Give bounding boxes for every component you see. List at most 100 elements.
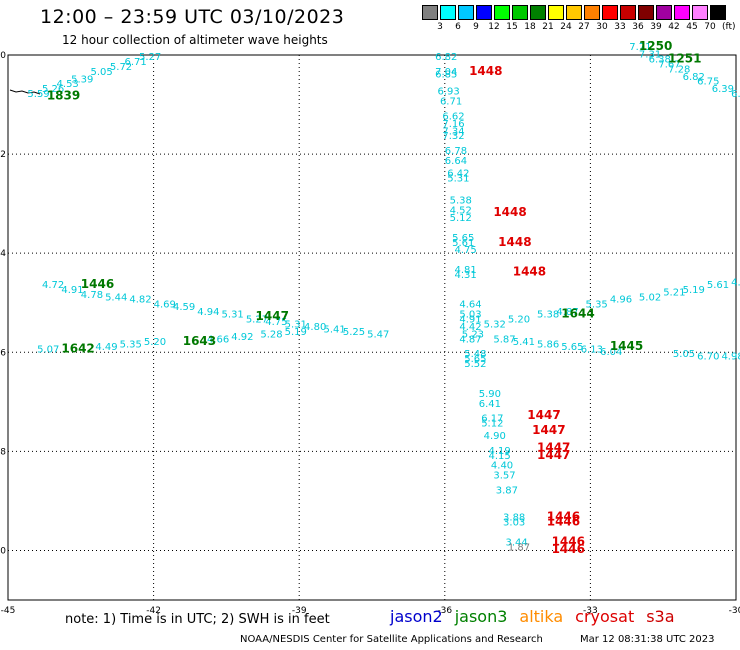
wave-height-value: 5.52: [464, 359, 486, 370]
color-scale-unit: (ft): [722, 22, 736, 32]
color-scale-label: 45: [686, 22, 698, 32]
latitude-label: -64: [0, 249, 6, 259]
wave-height-value: 5.39: [71, 74, 93, 85]
credit-date: Mar 12 08:31:38 UTC 2023: [580, 634, 715, 645]
color-scale-label: 12: [488, 22, 500, 32]
color-swatch: [692, 5, 708, 20]
color-scale-label: 9: [473, 22, 479, 32]
longitude-label: -45: [1, 606, 16, 616]
wave-height-value: 4.19: [488, 446, 510, 457]
wave-height-value: 7.32: [442, 131, 464, 142]
pass-time-label: 1447: [256, 309, 289, 323]
color-scale-label: 27: [578, 22, 590, 32]
legend-jason3: jason3: [454, 607, 508, 626]
wave-height-value: 6.75: [697, 77, 719, 88]
pass-time-label: 1448: [498, 235, 531, 249]
latitude-label: -66: [0, 348, 6, 358]
wave-height-value: 4.81: [455, 265, 477, 276]
pass-time-label: 1448: [469, 64, 502, 78]
wave-height-value: 4.90: [484, 431, 506, 442]
latitude-label: -60: [0, 51, 6, 61]
wave-height-value: 5.12: [481, 419, 503, 430]
pass-time-label: 1446: [547, 510, 580, 524]
pass-time-label: 1251: [668, 51, 701, 65]
longitude-label: -39: [292, 606, 307, 616]
wave-height-value: 5.35: [120, 339, 142, 350]
wave-height-value: 7.31: [639, 49, 661, 60]
wave-height-value: 5.41: [513, 337, 535, 348]
wave-height-value: 5.32: [484, 320, 506, 331]
legend-altika: altika: [519, 607, 564, 626]
longitude-label: -36: [437, 606, 452, 616]
pass-time-label: 1448: [493, 205, 526, 219]
pass-time-label: 1447: [537, 440, 570, 454]
wave-height-value: 5.47: [367, 329, 389, 340]
color-scale-label: 42: [668, 22, 680, 32]
wave-height-value: 5.27: [139, 52, 161, 63]
color-scale-label: 39: [650, 22, 662, 32]
pass-time-label: 1446: [547, 515, 580, 529]
longitude-label: -33: [583, 606, 598, 616]
wave-height-value: 4.72: [42, 280, 64, 291]
wave-height-value: 7.71: [629, 42, 651, 53]
wave-height-value: 5.65: [452, 233, 474, 244]
longitude-label: -30: [729, 606, 740, 616]
wave-height-value: 5.48: [464, 349, 486, 360]
satellite-legend: jason2 jason3 altika cryosat s3a: [390, 607, 687, 626]
wave-height-value: 5.28: [260, 329, 282, 340]
color-swatch: [674, 5, 690, 20]
color-swatch: [440, 5, 456, 20]
pass-time-label: 1839: [47, 89, 80, 103]
wave-height-value: 6.64: [445, 156, 467, 167]
wave-height-value: 5.05: [673, 349, 695, 360]
wave-height-value: 3.88: [503, 513, 525, 524]
note-text: note: 1) Time is in UTC; 2) SWH is in fe…: [65, 612, 330, 627]
pass-time-label: 1445: [610, 339, 643, 353]
wave-height-value: 4.53: [57, 79, 79, 90]
wave-height-value: 6.71: [440, 97, 462, 108]
wave-height-value: 5.03: [459, 310, 481, 321]
wave-height-value: 4.52: [450, 206, 472, 217]
color-swatch: [530, 5, 546, 20]
wave-height-value: 4.66: [207, 334, 229, 345]
color-swatch: [494, 5, 510, 20]
latitude-label: -70: [0, 546, 6, 556]
wave-height-value: 6.38: [649, 54, 671, 65]
wave-height-value: 4.96: [610, 295, 632, 306]
color-swatch: [512, 5, 528, 20]
wave-height-value: 5.61: [707, 280, 729, 291]
wave-height-value: 4.15: [488, 451, 510, 462]
wave-height-value: 4.69: [154, 300, 176, 311]
wave-height-value: 5.61: [452, 238, 474, 249]
legend-cryosat: cryosat: [575, 607, 635, 626]
wave-height-value: 6.82: [683, 72, 705, 83]
color-scale-label: 18: [524, 22, 536, 32]
wave-height-value: 4.59: [173, 302, 195, 313]
wave-height-value: 1.87: [508, 542, 530, 553]
wave-height-value: 5.31: [285, 320, 307, 331]
wave-height-value: 4.88: [731, 277, 740, 288]
pass-time-label: 1447: [527, 408, 560, 422]
wave-height-value: 4.40: [491, 461, 513, 472]
wave-height-value: 4.80: [304, 322, 326, 333]
wave-height-value: 5.05: [91, 67, 113, 78]
wave-height-value: 5.23: [462, 329, 484, 340]
wave-height-value: 7.67: [658, 59, 680, 70]
color-scale-label: 6: [455, 22, 461, 32]
wave-height-value: 5.41: [323, 324, 345, 335]
coastline: [9, 89, 41, 95]
wave-height-value: 6.10: [731, 89, 740, 100]
color-swatch: [476, 5, 492, 20]
color-swatch: [566, 5, 582, 20]
pass-time-label: 1448: [513, 264, 546, 278]
wave-height-value: 6.71: [124, 57, 146, 68]
wave-height-value: 4.87: [459, 334, 481, 345]
latitude-label: -62: [0, 150, 6, 160]
wave-height-value: 6.82: [435, 52, 457, 63]
color-scale-label: 21: [542, 22, 554, 32]
wave-height-value: 4.82: [129, 295, 151, 306]
wave-height-value: 3.44: [505, 538, 527, 549]
credit-text: NOAA/NESDIS Center for Satellite Applica…: [240, 634, 543, 645]
wave-height-value: 5.31: [447, 173, 469, 184]
wave-height-value: 6.13: [581, 344, 603, 355]
